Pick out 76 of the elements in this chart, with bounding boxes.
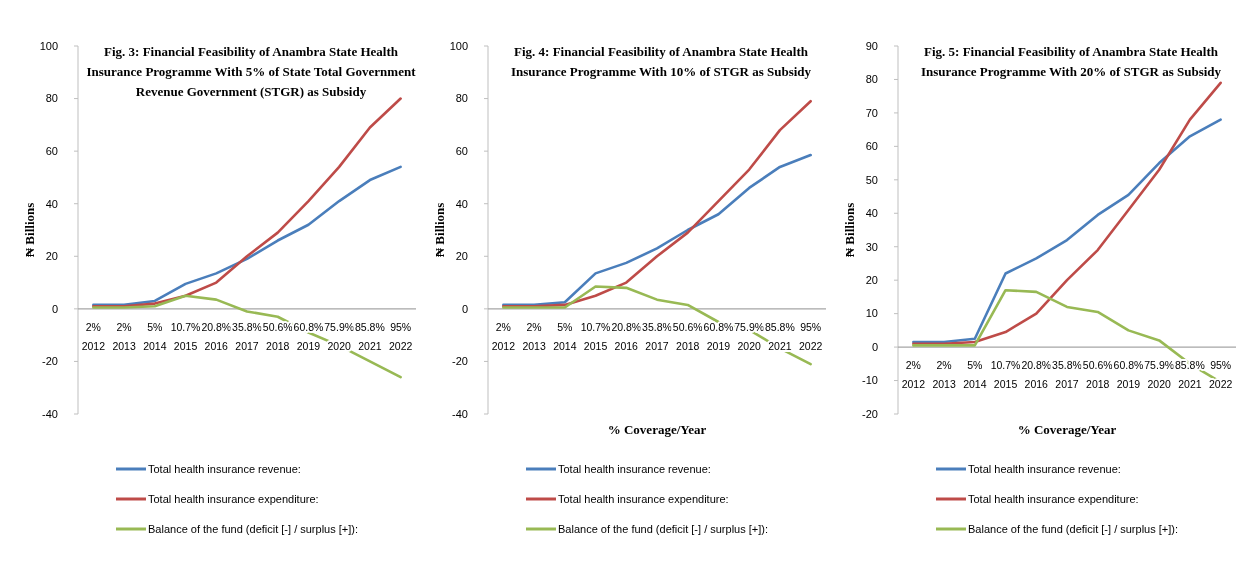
y-tick-label: -40 [42,407,58,420]
y-tick-label: 40 [45,197,58,210]
x-tick-label: 50.6% 2018 [1082,359,1113,391]
legend-label: Balance of the fund (deficit [-] / surplus [+]): [558,522,769,535]
x-tick-label: 60.8% 2019 [703,320,734,352]
x-tick-label: 50.6% 2018 [262,320,293,352]
x-tick-label: 10.7% 2015 [580,320,611,352]
y-tick-label: 60 [455,144,468,157]
x-tick-label: 10.7% 2015 [990,359,1021,391]
y-tick-label: 40 [865,207,878,220]
y-tick-label: 0 [461,302,468,315]
y-tick-label: 100 [449,39,468,52]
text: Fig. 5: Financial Feasibility of Anambra State Health Insurance Programme With 20% of STGR as Subsidy [920,44,1222,79]
x-tick-label: 95% 2022 [388,320,413,352]
x-tick-label: 35.8% 2017 [1052,359,1082,391]
x-tick-label: 75.9% 2020 [1144,359,1175,391]
x-tick-label: 2% 2012 [491,320,516,352]
x-tick-label: 95% 2022 [798,320,823,352]
x-tick-label: 10.7% 2015 [170,320,201,352]
x-axis-title: % Coverage/Year [607,422,707,437]
x-tick-label: 20.8% 2016 [611,320,642,352]
x-tick-label: 5% 2014 [553,320,577,352]
y-tick-label: 60 [45,144,58,157]
y-tick-label: 50 [865,173,878,186]
x-tick-label: 75.9% 2020 [734,320,765,352]
legend-label: Total health insurance expenditure: [148,492,319,505]
y-tick-label: 20 [865,274,878,287]
y-tick-label: -20 [42,355,58,368]
x-tick-label: 20.8% 2016 [201,320,232,352]
y-tick-label: 80 [865,73,878,86]
x-tick-label: 95% 2022 [1208,359,1233,391]
x-tick-label: 2% 2012 [901,359,926,391]
x-tick-label: 2% 2013 [932,359,956,391]
legend-label: Total health insurance revenue: [558,462,711,475]
legend-label: Total health insurance expenditure: [968,492,1139,505]
y-tick-label: -20 [452,355,468,368]
y-axis-title: ₦ Billions [22,202,37,258]
y-tick-label: 60 [865,140,878,153]
text: Fig. 3: Financial Feasibility of Anambra State Health Insurance Programme With 5% of State Total Government Revenue Government (STGR) as Subsidy [86,44,417,99]
x-tick-label: 5% 2014 [143,320,167,352]
y-tick-label: 10 [865,307,878,320]
x-tick-label: 5% 2014 [963,359,987,391]
y-tick-label: 90 [865,39,878,52]
legend-label: Total health insurance expenditure: [558,492,729,505]
x-tick-label: 35.8% 2017 [642,320,672,352]
line-series [92,165,402,307]
y-axis-title: ₦ Billions [842,202,857,258]
y-tick-label: -10 [862,374,878,387]
y-tick-label: 0 [871,340,878,353]
legend-label: Balance of the fund (deficit [-] / surplus [+]): [148,522,359,535]
x-tick-label: 60.8% 2019 [1113,359,1144,391]
y-tick-label: 80 [455,92,468,105]
y-tick-label: 100 [39,39,58,52]
y-axis-title: ₦ Billions [432,202,447,258]
text: Fig. 4: Financial Feasibility of Anambra State Health Insurance Programme With 10% of STGR as Subsidy [510,44,812,79]
x-axis-title: % Coverage/Year [1017,422,1117,437]
x-tick-label: 2% 2013 [112,320,136,352]
line-series [502,153,812,307]
y-tick-label: 70 [865,106,878,119]
y-tick-label: 20 [455,250,468,263]
x-tick-label: 85.8% 2021 [355,320,385,352]
y-tick-label: 40 [455,197,468,210]
x-tick-label: 20.8% 2016 [1021,359,1052,391]
y-tick-label: 20 [45,250,58,263]
y-tick-label: -20 [862,407,878,420]
y-tick-label: -40 [452,407,468,420]
x-tick-label: 2% 2012 [81,320,106,352]
x-tick-label: 35.8% 2017 [232,320,262,352]
y-tick-label: 0 [51,302,58,315]
x-tick-label: 2% 2013 [522,320,546,352]
x-tick-label: 50.6% 2018 [672,320,703,352]
y-tick-label: 80 [45,92,58,105]
legend-label: Total health insurance revenue: [968,462,1121,475]
legend-label: Total health insurance revenue: [148,462,301,475]
y-tick-label: 30 [865,240,878,253]
legend-label: Balance of the fund (deficit [-] / surplus [+]): [968,522,1179,535]
